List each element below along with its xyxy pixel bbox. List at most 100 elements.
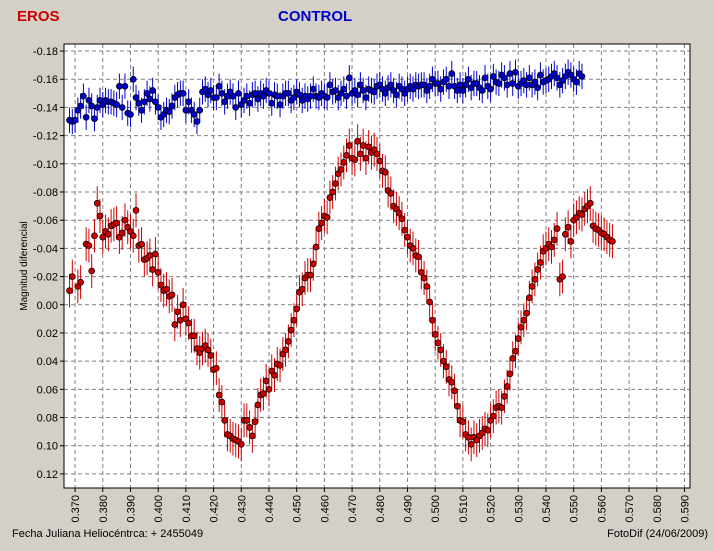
eros-data-point [440, 357, 447, 365]
eros-data-point [525, 294, 533, 302]
eros-data-point [138, 240, 145, 248]
control-data-point [243, 92, 251, 100]
eros-data-point [168, 291, 176, 299]
control-data-point [91, 115, 98, 123]
control-data-point [489, 73, 497, 80]
control-data-point [495, 80, 503, 87]
x-tick-label: 0.520 [486, 495, 498, 523]
control-data-point [77, 102, 84, 110]
x-tick-label: 0.490 [402, 495, 414, 523]
y-tick-label: 0.02 [37, 328, 58, 340]
eros-data-point [434, 339, 442, 347]
control-data-point [534, 84, 542, 92]
y-tick-label: 0.12 [37, 469, 58, 481]
control-data-point [152, 98, 159, 106]
y-tick-label: -0.12 [33, 131, 58, 143]
eros-data-point [246, 424, 253, 431]
control-data-point [232, 104, 240, 111]
y-axis-title: Magnitud diferencial [19, 221, 30, 311]
eros-data-point [523, 309, 530, 317]
eros-data-point [251, 418, 259, 426]
control-data-point [434, 80, 442, 87]
eros-data-point [176, 316, 184, 324]
eros-data-point [376, 157, 384, 165]
eros-data-point [215, 391, 223, 399]
y-tick-label: -0.18 [33, 46, 58, 58]
control-data-point [387, 81, 395, 89]
control-data-point [501, 74, 508, 82]
eros-data-point [152, 250, 159, 258]
eros-data-point [537, 259, 544, 266]
eros-data-point [531, 276, 539, 283]
control-data-point [362, 94, 370, 101]
control-data-point [525, 74, 533, 82]
control-data-point [285, 89, 292, 97]
eros-data-point [451, 387, 458, 395]
x-tick-label: 0.470 [347, 495, 359, 523]
eros-data-point [285, 338, 292, 345]
eros-data-point [534, 266, 542, 273]
eros-data-point [282, 346, 289, 354]
x-tick-label: 0.430 [236, 495, 248, 523]
eros-data-point [426, 298, 433, 306]
control-data-point [215, 82, 223, 90]
control-data-point [135, 99, 143, 107]
eros-data-point [345, 142, 353, 149]
eros-data-point [354, 137, 361, 145]
control-data-point [448, 70, 456, 77]
control-data-point [276, 101, 284, 108]
x-tick-label: 0.540 [541, 495, 553, 523]
x-tick-label: 0.480 [375, 495, 387, 523]
eros-data-point [163, 285, 170, 293]
control-data-point [265, 89, 273, 97]
control-data-point [196, 106, 204, 114]
eros-data-point [85, 242, 93, 249]
eros-data-point [157, 281, 165, 289]
data-points [66, 68, 616, 448]
x-tick-label: 0.500 [430, 495, 442, 523]
eros-data-point [559, 273, 566, 280]
control-data-point [132, 94, 140, 101]
control-data-point [553, 74, 561, 82]
eros-data-point [129, 232, 137, 240]
control-data-point [185, 98, 192, 106]
eros-data-point [77, 278, 84, 286]
eros-data-point [365, 143, 373, 151]
eros-data-point [340, 159, 348, 166]
eros-data-point [509, 354, 517, 362]
eros-data-point [190, 332, 198, 340]
control-data-point [309, 85, 317, 93]
plot-area [64, 44, 690, 488]
eros-data-point [404, 233, 411, 241]
eros-data-point [498, 404, 505, 412]
eros-data-point [91, 232, 98, 240]
eros-data-point [212, 364, 220, 372]
control-data-point [118, 104, 126, 111]
eros-data-point [520, 316, 528, 324]
control-data-point [487, 85, 494, 93]
eros-data-point [398, 215, 406, 223]
eros-data-point [298, 285, 306, 293]
control-data-point [140, 98, 148, 106]
eros-data-point [88, 267, 96, 275]
control-data-point [354, 91, 361, 99]
plot-frame [63, 43, 691, 489]
eros-data-point [503, 383, 511, 390]
control-data-point [229, 92, 237, 100]
control-data-point [251, 89, 259, 97]
control-data-point [459, 87, 467, 94]
control-data-point [218, 89, 226, 97]
eros-data-point [550, 236, 558, 244]
eros-data-point [265, 385, 273, 393]
eros-data-point [287, 326, 295, 334]
eros-data-point [562, 230, 569, 238]
x-tick-label: 0.450 [292, 495, 304, 523]
x-tick-label: 0.390 [125, 495, 137, 523]
eros-data-point [93, 199, 101, 207]
eros-data-point [249, 432, 256, 440]
eros-data-point [459, 418, 467, 426]
eros-data-point [254, 401, 262, 409]
eros-data-point [243, 416, 251, 424]
control-data-point [290, 94, 298, 101]
eros-data-point [517, 323, 525, 331]
